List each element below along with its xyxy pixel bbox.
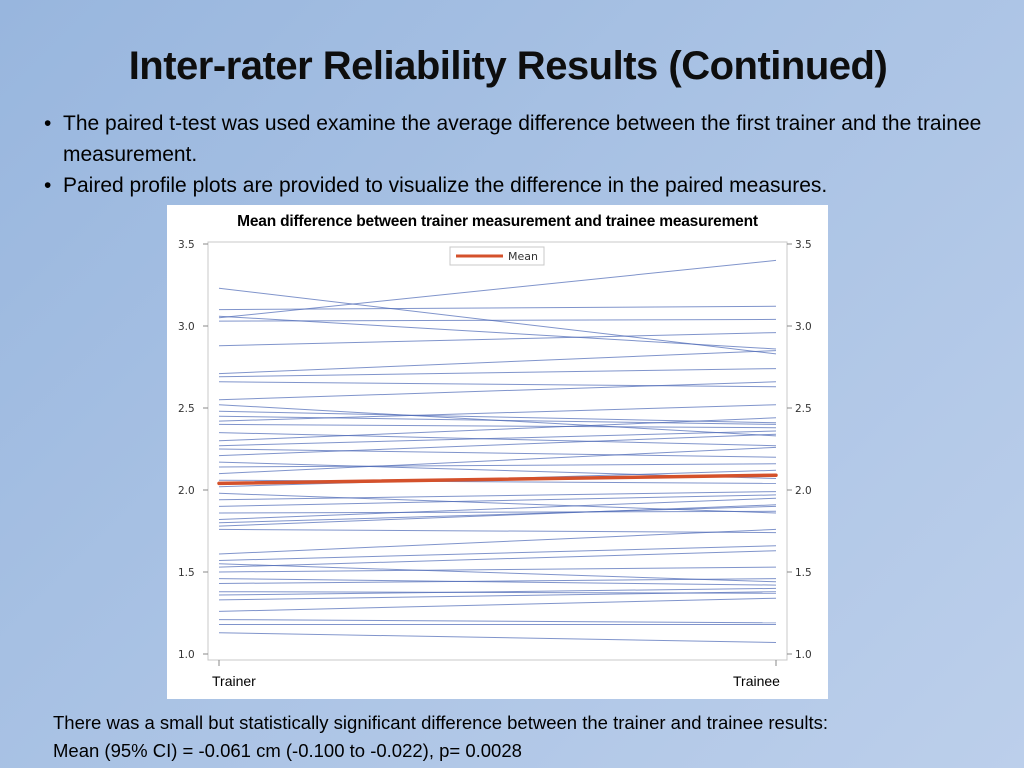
profile-line [218,563,777,583]
mean-line [217,473,778,486]
y-tick-label: 3.5 [178,239,195,251]
profile-line [218,430,777,447]
profile-line [218,528,777,534]
bullet-list: The paired t-test was used examine the a… [44,108,994,201]
chart-title: Mean difference between trainer measurem… [237,213,758,230]
profile-line [218,448,777,458]
profile-line [218,433,777,457]
profile-line [218,423,777,429]
y-tick-label-right: 3.5 [795,239,812,251]
profile-line [218,287,777,355]
slide-title: Inter-rater Reliability Results (Continu… [128,44,888,88]
x-label-trainer: Trainer [212,673,256,689]
profile-line [218,368,777,378]
profile-line [218,550,777,568]
profile-line [218,259,777,319]
y-tick-label-right: 1.5 [795,567,812,579]
profile-line [218,332,777,347]
profile-line [218,619,777,624]
legend-label: Mean [508,250,538,263]
y-tick-label: 2.5 [178,403,195,415]
profile-line [218,505,777,524]
profile-line [218,404,777,422]
y-tick-label: 2.0 [178,485,195,497]
profile-line [218,504,777,527]
profile-line [218,432,777,447]
profile-line [218,510,777,514]
profile-line [218,497,777,520]
profile-lines [218,259,777,643]
plot-frame [207,241,788,661]
profile-line [218,492,777,514]
profile-line [218,381,777,401]
conclusion-text: There was a small but statistically sign… [53,709,828,765]
profile-line [218,417,777,442]
profile-line [218,491,777,501]
profile-line [218,566,777,573]
x-label-trainee: Trainee [733,673,780,689]
chart-panel: Mean difference between trainer measurem… [167,205,828,699]
conclusion-line-2: Mean (95% CI) = -0.061 cm (-0.100 to -0.… [53,740,522,761]
profile-line [218,410,777,424]
profile-line [218,578,777,586]
profile-line [218,545,777,561]
paired-profile-plot: 1.0 1.0 1.5 1.5 2.0 2.0 2.5 2.5 3.0 3.0 3.5 3.5 Mea… [178,239,812,666]
profile-line [218,578,777,584]
y-tick-label: 1.5 [178,567,195,579]
profile-line [218,315,777,350]
y-tick-label-right: 2.5 [795,403,812,415]
y-tick-label-right: 3.0 [795,321,812,333]
profile-line [218,381,777,388]
profile-line [218,597,777,612]
profile-line [218,350,777,375]
profile-line [218,463,777,468]
profile-line [218,591,777,601]
y-tick-label-right: 2.0 [795,485,812,497]
axes: 1.0 1.0 1.5 1.5 2.0 2.0 2.5 2.5 3.0 3.0 3.5 3.5 [178,239,812,666]
profile-line [218,415,777,425]
y-tick-label-right: 1.0 [795,649,812,661]
mean-line-layer [217,473,778,486]
profile-line [218,446,777,475]
legend: Mean [449,246,545,266]
y-tick-label: 3.0 [178,321,195,333]
profile-line [218,318,777,322]
bullet-item: The paired t-test was used examine the a… [44,108,994,170]
profile-line [218,632,777,643]
conclusion-line-1: There was a small but statistically sign… [53,712,828,733]
profile-line [218,528,777,555]
bullet-item: Paired profile plots are provided to vis… [44,170,994,201]
profile-line [218,305,777,311]
profile-line [218,494,777,507]
y-tick-label: 1.0 [178,649,195,661]
profile-line [218,587,777,596]
